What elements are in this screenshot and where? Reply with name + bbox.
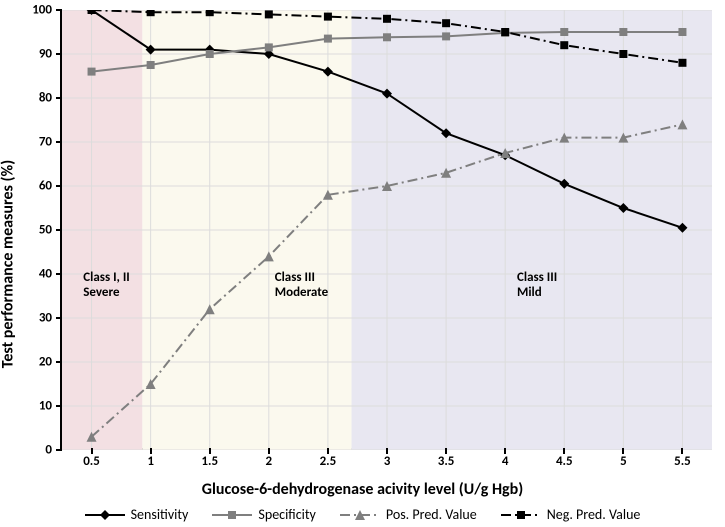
data-marker: [560, 41, 568, 49]
region-label-line: Moderate: [275, 285, 328, 300]
region-label: Class I, IISevere: [83, 270, 130, 301]
y-tick-mark: [56, 97, 62, 99]
y-tick-mark: [56, 229, 62, 231]
data-marker: [383, 33, 391, 41]
legend: Sensitivity Specificity Pos. Pred. Value Ne…: [0, 506, 725, 523]
y-axis-label: Test performance measures (%): [0, 159, 18, 367]
data-marker: [100, 510, 110, 520]
x-tick-mark: [445, 448, 447, 454]
data-marker: [265, 43, 273, 51]
x-tick-mark: [268, 448, 270, 454]
data-marker: [147, 10, 155, 16]
chart-container: Test performance measures (%) Glucose-6-…: [0, 0, 725, 527]
region-label: Class IIIModerate: [275, 270, 328, 301]
legend-label: Specificity: [258, 506, 315, 523]
legend-label: Neg. Pred. Value: [547, 506, 641, 523]
region-label-line: Class III: [517, 270, 557, 285]
legend-swatch: [85, 508, 125, 522]
x-tick-mark: [504, 448, 506, 454]
y-tick-mark: [56, 449, 62, 451]
data-marker: [619, 50, 627, 58]
y-tick-mark: [56, 317, 62, 319]
y-tick-mark: [56, 9, 62, 11]
data-marker: [88, 68, 96, 76]
x-tick-mark: [209, 448, 211, 454]
data-marker: [147, 61, 155, 69]
data-marker: [619, 28, 627, 36]
y-tick-mark: [56, 53, 62, 55]
data-marker: [206, 10, 214, 16]
region-label-line: Class III: [275, 270, 315, 285]
data-marker: [206, 50, 214, 58]
y-tick-mark: [56, 141, 62, 143]
legend-label: Sensitivity: [131, 506, 189, 523]
data-marker: [88, 10, 96, 14]
region-label: Class IIIMild: [517, 270, 557, 301]
x-axis-label: Glucose-6-dehydrogenase acivity level (U…: [0, 480, 725, 499]
data-marker: [383, 15, 391, 23]
region-label-line: Mild: [517, 285, 542, 300]
data-marker: [324, 35, 332, 43]
plot-area: 01020304050607080901000.511.522.533.544.…: [60, 10, 710, 450]
data-marker: [324, 13, 332, 21]
data-marker: [560, 28, 568, 36]
x-tick-mark: [563, 448, 565, 454]
data-marker: [265, 10, 273, 18]
legend-swatch: [501, 508, 541, 522]
data-marker: [442, 19, 450, 27]
data-marker: [678, 59, 686, 67]
data-marker: [678, 28, 686, 36]
x-tick-mark: [622, 448, 624, 454]
legend-item: Pos. Pred. Value: [340, 506, 477, 523]
y-tick-mark: [56, 273, 62, 275]
x-tick-mark: [386, 448, 388, 454]
legend-item: Neg. Pred. Value: [501, 506, 641, 523]
x-tick-mark: [150, 448, 152, 454]
x-tick-mark: [91, 448, 93, 454]
region-label-line: Severe: [83, 285, 119, 300]
legend-label: Pos. Pred. Value: [386, 506, 477, 523]
data-marker: [517, 511, 525, 519]
data-marker: [501, 28, 509, 36]
x-tick-mark: [681, 448, 683, 454]
legend-swatch: [340, 508, 380, 522]
y-tick-mark: [56, 185, 62, 187]
x-tick-mark: [327, 448, 329, 454]
plot-svg: [62, 10, 712, 450]
data-marker: [228, 511, 236, 519]
y-tick-mark: [56, 361, 62, 363]
data-marker: [442, 32, 450, 40]
legend-item: Specificity: [212, 506, 315, 523]
legend-swatch: [212, 508, 252, 522]
region-label-line: Class I, II: [83, 270, 130, 285]
legend-item: Sensitivity: [85, 506, 189, 523]
y-tick-mark: [56, 405, 62, 407]
